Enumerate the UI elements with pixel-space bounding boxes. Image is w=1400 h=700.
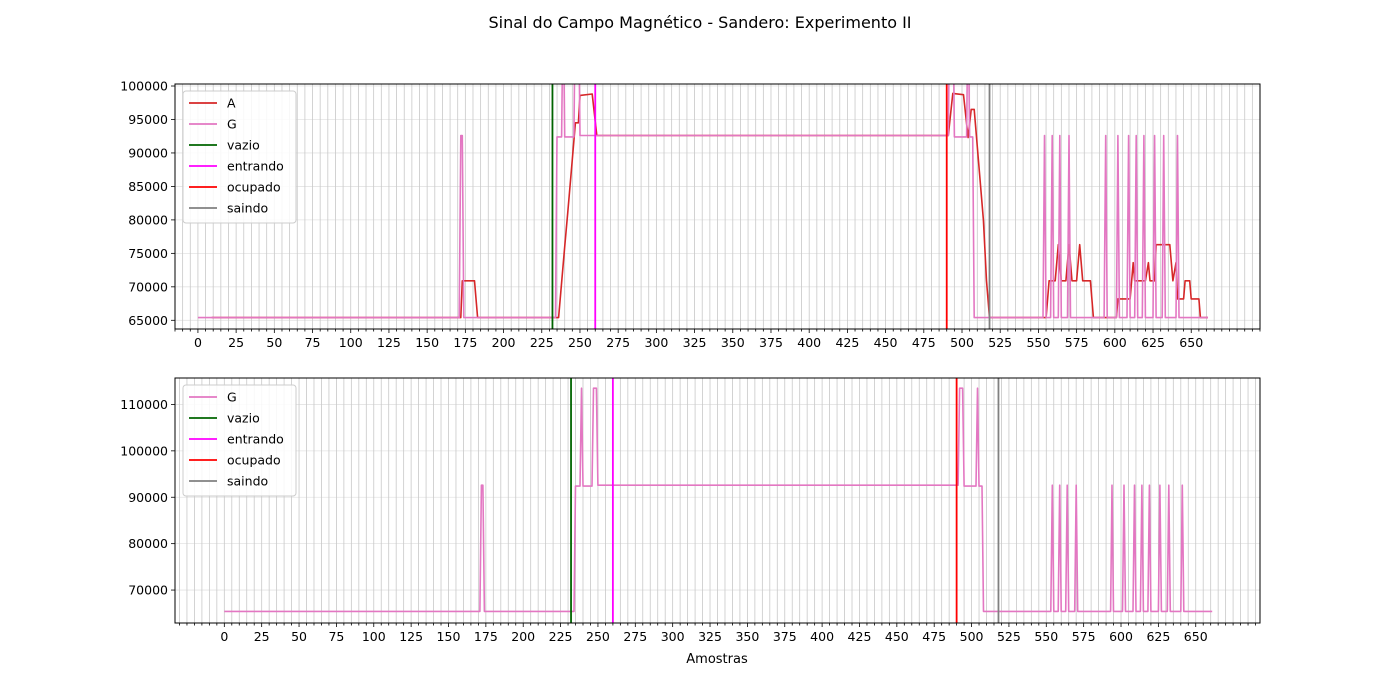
x-tick-label: 550	[1026, 335, 1050, 350]
x-tick-label: 475	[912, 335, 936, 350]
x-tick-label: 25	[228, 335, 244, 350]
x-tick-label: 100	[339, 335, 363, 350]
x-tick-label: 650	[1179, 335, 1203, 350]
x-tick-label: 150	[437, 629, 461, 644]
x-axis-label: Amostras	[686, 652, 748, 667]
y-tick-label: 100000	[120, 79, 168, 94]
x-tick-label: 250	[586, 629, 610, 644]
x-tick-label: 450	[885, 629, 909, 644]
y-tick-label: 90000	[128, 490, 168, 505]
x-tick-label: 475	[922, 629, 946, 644]
legend-label-entrando: entrando	[227, 159, 284, 174]
x-tick-label: 325	[698, 629, 722, 644]
x-tick-label: 425	[848, 629, 872, 644]
subplot-bottom: 0 25 50 75 100 125 150 175 200 225 250 275 300 325 350…	[120, 377, 1261, 644]
x-tick-label: 200	[492, 335, 516, 350]
y-tick-label: 90000	[128, 145, 168, 160]
x-tick-label: 275	[606, 335, 630, 350]
x-tick-label: 550	[1034, 629, 1058, 644]
y-tick-label: 70000	[128, 583, 168, 598]
x-tick-label: 425	[835, 335, 859, 350]
series-line-G	[197, 84, 1208, 319]
x-tick-label: 450	[874, 335, 898, 350]
x-tick-label: 25	[254, 629, 270, 644]
x-tick-label: 400	[797, 335, 821, 350]
series-line-G	[224, 387, 1213, 613]
x-tick-label: 225	[530, 335, 554, 350]
y-tick-label: 65000	[128, 313, 168, 328]
y-tick-label: 95000	[128, 112, 168, 127]
y-tick-label: 70000	[128, 279, 168, 294]
x-tick-label: 125	[377, 335, 401, 350]
x-tick-label: 0	[194, 335, 202, 350]
legend-label-G: G	[227, 390, 237, 405]
plot-area	[197, 84, 1208, 329]
x-tick-label: 400	[810, 629, 834, 644]
x-tick-label: 600	[1109, 629, 1133, 644]
plot-area	[224, 378, 1213, 623]
x-tick-label: 175	[474, 629, 498, 644]
x-tick-label: 650	[1184, 629, 1208, 644]
x-tick-label: 125	[399, 629, 423, 644]
legend-label-vazio: vazio	[227, 411, 260, 426]
legend-label-saindo: saindo	[227, 474, 268, 489]
y-tick-label: 110000	[120, 397, 168, 412]
x-tick-label: 300	[644, 335, 668, 350]
x-tick-label: 350	[721, 335, 745, 350]
y-tick-label: 80000	[128, 212, 168, 227]
legend-label-ocupado: ocupado	[227, 453, 281, 468]
x-tick-label: 600	[1103, 335, 1127, 350]
legend-label-ocupado: ocupado	[227, 180, 281, 195]
x-tick-label: 325	[683, 335, 707, 350]
x-tick-label: 75	[328, 629, 344, 644]
x-tick-label: 50	[266, 335, 282, 350]
x-tick-label: 500	[960, 629, 984, 644]
legend-label-saindo: saindo	[227, 201, 268, 216]
x-tick-label: 275	[623, 629, 647, 644]
x-tick-label: 500	[950, 335, 974, 350]
x-tick-label: 525	[988, 335, 1012, 350]
legend-label-G: G	[227, 117, 237, 132]
x-tick-label: 50	[291, 629, 307, 644]
x-tick-label: 375	[759, 335, 783, 350]
y-tick-label: 85000	[128, 179, 168, 194]
legend-label-vazio: vazio	[227, 138, 260, 153]
y-tick-label: 100000	[120, 443, 168, 458]
x-tick-label: 300	[661, 629, 685, 644]
x-tick-label: 575	[1065, 335, 1089, 350]
x-tick-label: 625	[1146, 629, 1170, 644]
x-tick-label: 575	[1072, 629, 1096, 644]
series-line-A	[211, 92, 1208, 319]
x-tick-label: 250	[568, 335, 592, 350]
x-tick-label: 200	[511, 629, 535, 644]
legend-label-entrando: entrando	[227, 432, 284, 447]
x-tick-label: 225	[549, 629, 573, 644]
x-tick-label: 525	[997, 629, 1021, 644]
x-tick-label: 100	[362, 629, 386, 644]
figure-title: Sinal do Campo Magnético - Sandero: Expe…	[488, 13, 911, 32]
x-tick-label: 75	[305, 335, 321, 350]
y-tick-label: 80000	[128, 536, 168, 551]
y-tick-label: 75000	[128, 246, 168, 261]
x-tick-label: 350	[735, 629, 759, 644]
x-tick-label: 625	[1141, 335, 1165, 350]
legend-label-A: A	[227, 96, 236, 111]
subplot-top: 0 25 50 75 100 125 150 175 200 225 250 275 300 325 350…	[120, 79, 1261, 350]
legend-box	[182, 384, 297, 497]
x-tick-label: 0	[220, 629, 228, 644]
x-tick-label: 150	[415, 335, 439, 350]
x-tick-label: 375	[773, 629, 797, 644]
x-tick-label: 175	[453, 335, 477, 350]
